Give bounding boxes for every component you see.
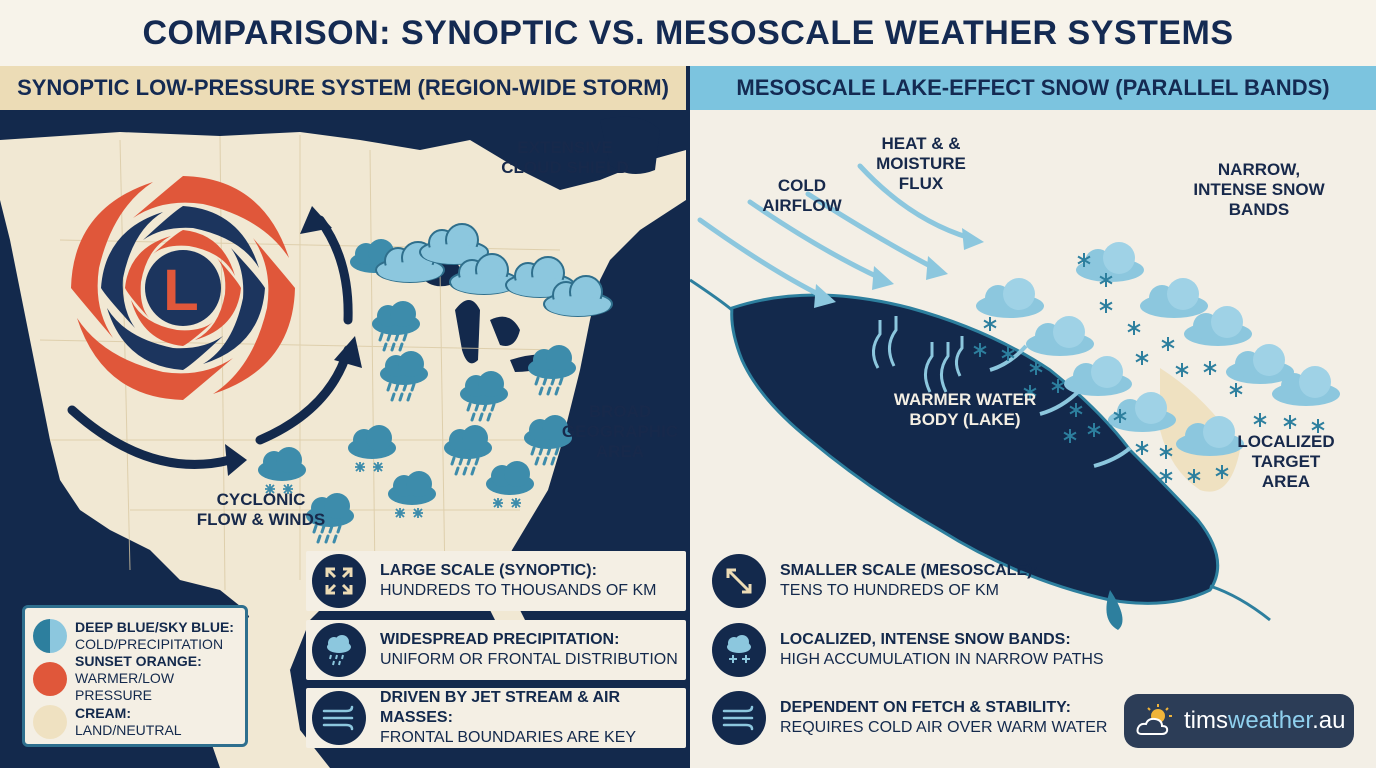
fact-text: FRONTAL BOUNDARIES ARE KEY: [380, 729, 637, 746]
legend-title: SUNSET ORANGE:: [75, 653, 202, 669]
wind-icon: [712, 691, 766, 745]
logo-text-2: weather: [1228, 707, 1313, 734]
diagonal-arrows-icon: [712, 554, 766, 608]
legend-swatch-cream: [33, 704, 67, 739]
low-pressure-spiral-icon: L: [71, 176, 295, 400]
legend-swatch-blue: [33, 618, 67, 653]
fact-title: LOCALIZED, INTENSE SNOW BANDS:: [780, 631, 1071, 648]
wind-icon: [312, 691, 366, 745]
cloud-shield-label: EXTENSIVE CLOUD SHIELD: [501, 138, 629, 177]
fact-large-scale: LARGE SCALE (SYNOPTIC): HUNDREDS TO THOUS…: [306, 551, 686, 611]
fact-text: TENS TO HUNDREDS OF KM: [780, 582, 999, 599]
legend-text: LAND/NEUTRAL: [75, 721, 182, 738]
cyclonic-flow-label: CYCLONIC FLOW & WINDS: [196, 490, 326, 529]
lake-effect-diagram: [690, 163, 1340, 630]
legend-swatch-orange: [33, 661, 67, 696]
fact-text: UNIFORM OR FRONTAL DISTRIBUTION: [380, 651, 678, 668]
logo-text-1: tims: [1184, 707, 1228, 734]
lake: [730, 293, 1220, 605]
fact-title: LARGE SCALE (SYNOPTIC):: [380, 562, 597, 579]
fact-smaller-scale: SMALLER SCALE (MESOSCALE): TENS TO HUNDRE…: [708, 551, 1108, 611]
heat-flux-label: HEAT & & MOISTURE FLUX: [876, 134, 966, 193]
broad-area-label: BROAD GEOGRAPHIC AREA: [561, 402, 679, 461]
synoptic-header: SYNOPTIC LOW-PRESSURE SYSTEM (REGION-WID…: [0, 66, 686, 110]
page-title: COMPARISON: SYNOPTIC VS. MESOSCALE WEATH…: [0, 0, 1376, 66]
snow-bands-label: NARROW, INTENSE SNOW BANDS: [1193, 160, 1325, 219]
logo-text-3: .au: [1312, 707, 1346, 734]
fact-title: DEPENDENT ON FETCH & STABILITY:: [780, 699, 1071, 716]
heat-flux-arrows: [872, 316, 964, 393]
cold-airflow-label: COLD AIRFLOW: [762, 176, 842, 215]
sun-cloud-icon: [1136, 704, 1172, 735]
brand-logo[interactable]: timsweather.au: [1124, 694, 1354, 748]
lake-label: WARMER WATER BODY (LAKE): [893, 390, 1037, 429]
legend-title: DEEP BLUE/SKY BLUE:: [75, 618, 234, 635]
fact-intense-bands: LOCALIZED, INTENSE SNOW BANDS: HIGH ACCUM…: [708, 620, 1108, 680]
fact-text: REQUIRES COLD AIR OVER WARM WATER: [780, 719, 1108, 736]
mesoscale-panel: MESOSCALE LAKE-EFFECT SNOW (PARALLEL BAN…: [690, 66, 1376, 768]
expand-arrows-icon: [312, 554, 366, 608]
fact-title: SMALLER SCALE (MESOSCALE):: [780, 562, 1038, 579]
legend-text: WARMER/LOW PRESSURE: [75, 670, 175, 703]
mesoscale-header: MESOSCALE LAKE-EFFECT SNOW (PARALLEL BAN…: [690, 66, 1376, 110]
rain-cloud-icon: [312, 623, 366, 677]
target-area-label: LOCALIZED TARGET AREA: [1237, 432, 1335, 491]
legend-title: CREAM:: [75, 704, 131, 721]
fact-fetch-stability: DEPENDENT ON FETCH & STABILITY: REQUIRES …: [708, 688, 1108, 748]
fact-text: HIGH ACCUMULATION IN NARROW PATHS: [780, 651, 1104, 668]
color-legend: DEEP BLUE/SKY BLUE: COLD/PRECIPITATION SU…: [22, 605, 248, 747]
legend-item: DEEP BLUE/SKY BLUE: COLD/PRECIPITATION: [33, 614, 237, 657]
legend-text: COLD/PRECIPITATION: [75, 635, 224, 652]
fact-title: DRIVEN BY JET STREAM & AIR MASSES:: [380, 689, 621, 726]
legend-item: CREAM: LAND/NEUTRAL: [33, 700, 237, 743]
panel-divider: [686, 66, 690, 768]
legend-item: SUNSET ORANGE: WARMER/LOW PRESSURE: [33, 653, 237, 703]
low-pressure-label: L: [163, 258, 198, 323]
fact-title: WIDESPREAD PRECIPITATION:: [380, 631, 620, 648]
fact-text: HUNDREDS TO THOUSANDS OF KM: [380, 582, 657, 599]
snow-cloud-icon: [712, 623, 766, 677]
fact-widespread-precip: WIDESPREAD PRECIPITATION: UNIFORM OR FRON…: [306, 620, 686, 680]
fact-jet-stream: DRIVEN BY JET STREAM & AIR MASSES: FRONTA…: [306, 688, 686, 748]
